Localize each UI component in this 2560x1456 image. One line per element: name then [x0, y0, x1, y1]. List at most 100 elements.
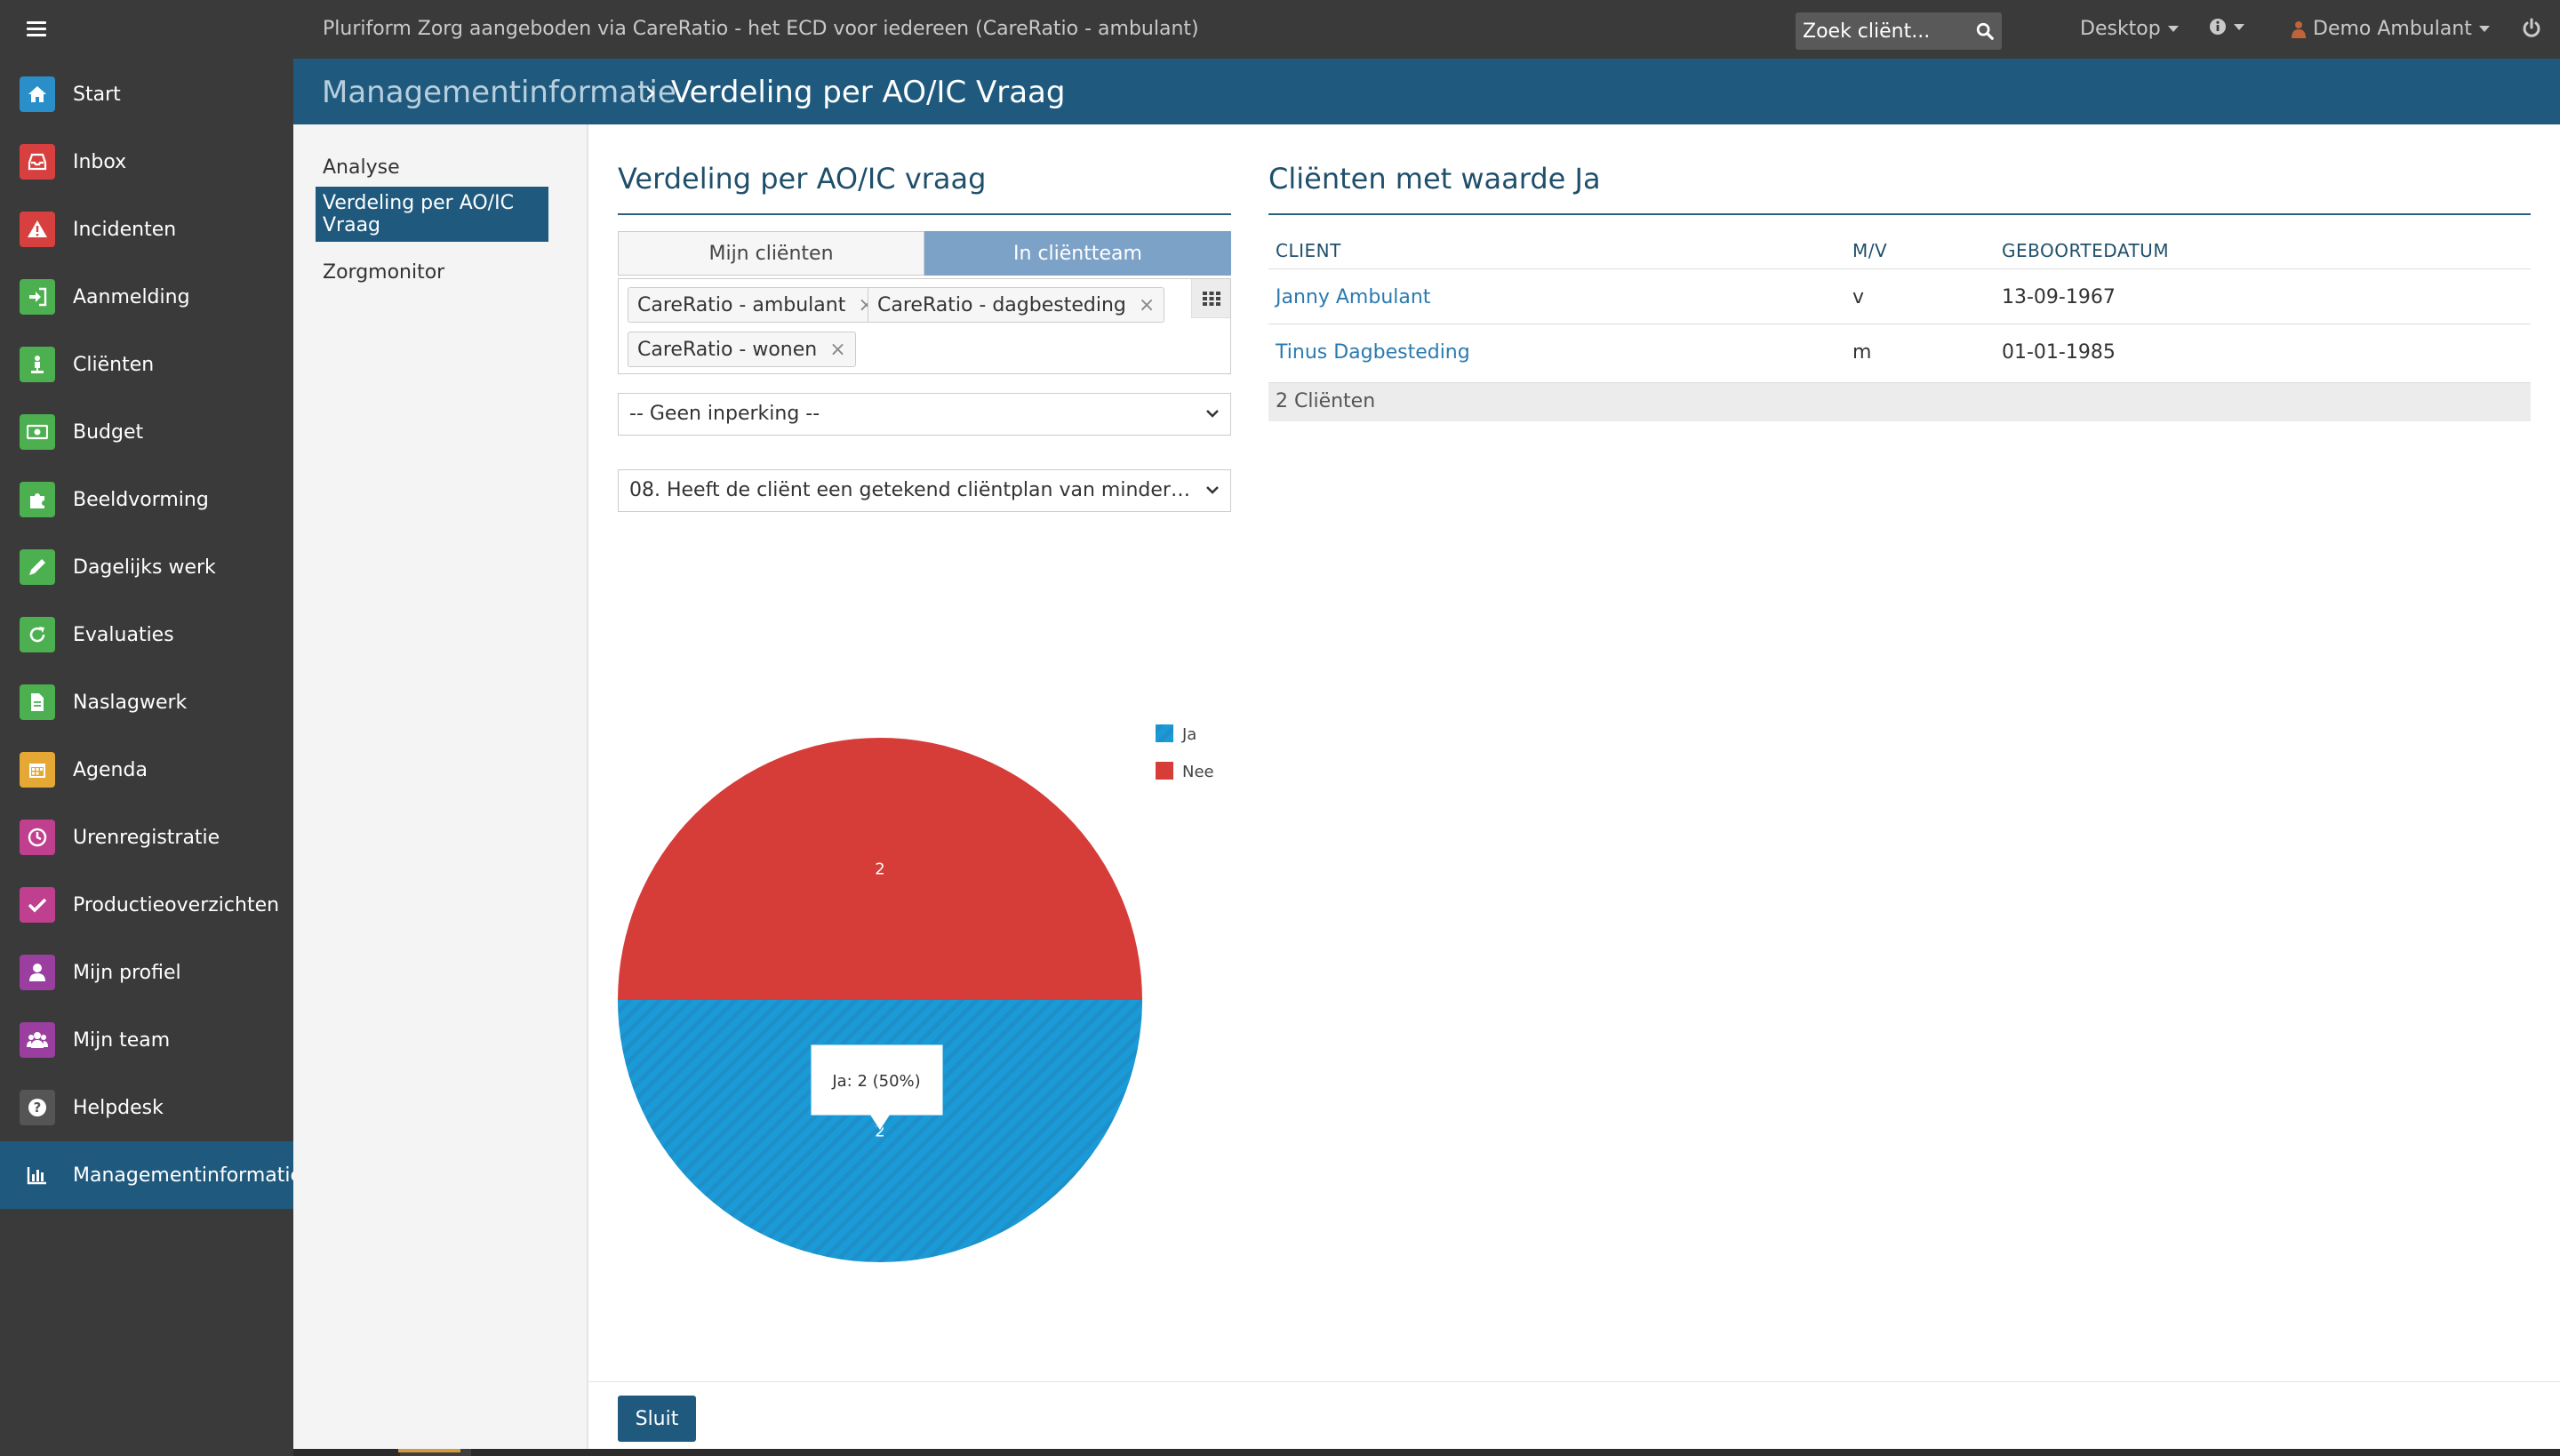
- legend-swatch[interactable]: [1156, 724, 1173, 742]
- pie-slice-nee[interactable]: [618, 738, 1142, 1000]
- chevron-down-icon: [1206, 410, 1219, 418]
- table-footer: 2 Cliënten: [1268, 382, 2531, 421]
- subnav-analyse[interactable]: Analyse: [323, 156, 400, 179]
- sidebar-item-incidenten[interactable]: Incidenten: [0, 196, 293, 263]
- refresh-icon: [20, 617, 55, 652]
- sidebar-item-helpdesk[interactable]: ? Helpdesk: [0, 1074, 293, 1141]
- sidebar-item-label: Budget: [73, 420, 144, 444]
- slice-value-label: 2: [875, 1123, 884, 1141]
- search-icon[interactable]: [1975, 21, 1995, 41]
- tag-wonen: CareRatio - wonen ×: [628, 332, 856, 367]
- chevron-down-icon: [2478, 26, 2490, 32]
- sidebar-item-evaluaties[interactable]: Evaluaties: [0, 601, 293, 668]
- table-row[interactable]: [1268, 324, 2531, 379]
- sidebar-item-label: Mijn team: [73, 1028, 171, 1052]
- column-header-geboortedatum[interactable]: GEBOORTEDATUM: [2002, 240, 2170, 261]
- pencil-icon: [20, 549, 55, 585]
- user-icon: [2292, 20, 2306, 38]
- question-icon: ?: [20, 1090, 55, 1125]
- svg-text:?: ?: [34, 1100, 42, 1116]
- bar-chart-icon: [20, 1157, 55, 1193]
- sidebar-item-cli-nten[interactable]: Cliënten: [0, 331, 293, 398]
- legend-label[interactable]: Ja: [1181, 725, 1196, 744]
- puzzle-icon: [20, 482, 55, 517]
- tag-label: CareRatio - dagbesteding: [877, 293, 1126, 316]
- sidebar-item-productieoverzichten[interactable]: Productieoverzichten: [0, 871, 293, 939]
- slice-value-label: 2: [875, 860, 884, 879]
- filter-select[interactable]: -- Geen inperking --: [618, 393, 1231, 436]
- remove-tag-icon[interactable]: ×: [829, 338, 846, 361]
- sidebar-item-label: Productieoverzichten: [73, 893, 280, 916]
- sidebar-item-dagelijks-werk[interactable]: Dagelijks werk: [0, 533, 293, 601]
- gender-cell: v: [1852, 286, 1865, 308]
- tag-label: CareRatio - ambulant: [637, 293, 846, 316]
- desktop-menu[interactable]: Desktop: [2080, 18, 2179, 40]
- sidebar-item-urenregistratie[interactable]: Urenregistratie: [0, 804, 293, 871]
- sidebar-item-agenda[interactable]: Agenda: [0, 736, 293, 804]
- client-icon: [20, 347, 55, 382]
- warning-icon: [20, 212, 55, 247]
- client-link[interactable]: Janny Ambulant: [1276, 286, 1431, 308]
- sidebar-item-mijn-team[interactable]: Mijn team: [0, 1006, 293, 1074]
- divider: [1268, 213, 2531, 215]
- legend-label[interactable]: Nee: [1182, 763, 1214, 781]
- sidebar-item-managementinformatie[interactable]: Managementinformatie: [0, 1141, 302, 1209]
- subnav-verdeling[interactable]: Verdeling per AO/IC Vraag: [316, 187, 548, 242]
- sidebar-item-label: Managementinformatie: [73, 1164, 303, 1187]
- client-link[interactable]: Tinus Dagbesteding: [1276, 341, 1470, 364]
- sidebar-item-label: Naslagwerk: [73, 691, 188, 714]
- client-scope-tabs: Mijn cliënten In cliëntteam: [618, 231, 1231, 276]
- column-header-client[interactable]: CLIENT: [1276, 240, 1341, 261]
- user-name: Demo Ambulant: [2313, 18, 2472, 40]
- desktop-menu-label: Desktop: [2080, 18, 2161, 40]
- clock-icon: [20, 820, 55, 855]
- sidebar-item-label: Start: [73, 83, 121, 106]
- sidebar-item-label: Cliënten: [73, 353, 155, 376]
- info-menu[interactable]: [2209, 18, 2244, 36]
- tag-ambulant: CareRatio - ambulant ×: [628, 287, 884, 323]
- sidebar-item-aanmelding[interactable]: Aanmelding: [0, 263, 293, 331]
- sidebar-item-mijn-profiel[interactable]: Mijn profiel: [0, 939, 293, 1006]
- subnav-zorgmonitor[interactable]: Zorgmonitor: [323, 261, 445, 284]
- divider: [588, 1381, 2560, 1382]
- home-icon: [20, 76, 55, 112]
- info-icon: [2210, 19, 2226, 35]
- sidebar-item-label: Aanmelding: [73, 285, 190, 308]
- sidebar-item-label: Beeldvorming: [73, 488, 209, 511]
- tab-mijn-clienten[interactable]: Mijn cliënten: [618, 231, 924, 276]
- grid-icon[interactable]: [1191, 279, 1230, 318]
- page-title: Verdeling per AO/IC Vraag: [671, 75, 1066, 110]
- column-header-mv[interactable]: M/V: [1852, 240, 1888, 261]
- bottom-strip: [293, 1449, 2560, 1456]
- chevron-down-icon: [2167, 26, 2179, 32]
- breadcrumb-parent[interactable]: Managementinformatie: [322, 75, 676, 110]
- client-count: 2 Cliënten: [1276, 390, 1376, 412]
- sidebar-item-inbox[interactable]: Inbox: [0, 128, 293, 196]
- pie-slices: 22: [618, 738, 1142, 1262]
- menu-toggle-icon[interactable]: [27, 21, 46, 37]
- tooltip-text: Ja: 2 (50%): [831, 1072, 920, 1091]
- sign-in-icon: [20, 279, 55, 315]
- user-menu[interactable]: Demo Ambulant: [2292, 18, 2490, 40]
- chart-tooltip: Ja: 2 (50%): [810, 1044, 944, 1132]
- sidebar-item-start[interactable]: Start: [0, 60, 293, 128]
- sidebar-item-beeldvorming[interactable]: Beeldvorming: [0, 466, 293, 533]
- legend-swatch[interactable]: [1156, 762, 1173, 780]
- divider: [618, 213, 1231, 215]
- power-icon[interactable]: [2521, 18, 2542, 39]
- sidebar-item-label: Helpdesk: [73, 1096, 164, 1119]
- location-tag-input[interactable]: CareRatio - ambulant × CareRatio - dagbes…: [618, 278, 1231, 374]
- client-search[interactable]: [1796, 12, 2002, 50]
- tag-label: CareRatio - wonen: [637, 338, 818, 361]
- search-input[interactable]: [1796, 12, 1964, 50]
- close-button[interactable]: Sluit: [618, 1396, 696, 1442]
- sidebar-item-budget[interactable]: Budget: [0, 398, 293, 466]
- sidebar-item-naslagwerk[interactable]: Naslagwerk: [0, 668, 293, 736]
- calendar-icon: [20, 752, 55, 788]
- table-row[interactable]: [1268, 268, 2531, 324]
- remove-tag-icon[interactable]: ×: [1138, 293, 1156, 316]
- sidebar-item-label: Agenda: [73, 758, 148, 781]
- question-select[interactable]: 08. Heeft de cliënt een getekend cliëntp…: [618, 469, 1231, 512]
- tab-in-clientteam[interactable]: In cliëntteam: [924, 231, 1231, 276]
